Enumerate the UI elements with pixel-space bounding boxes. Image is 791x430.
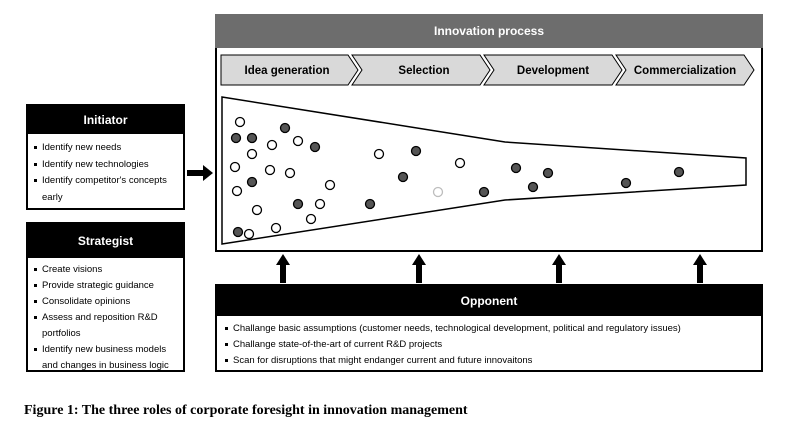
- idea-dot: [246, 148, 258, 160]
- initiator-list: Identify new needs Identify new technolo…: [28, 134, 183, 206]
- idea-dot: [527, 181, 539, 193]
- idea-dot: [305, 213, 317, 225]
- list-item: Identify new business models and changes…: [32, 342, 179, 374]
- opponent-title: Opponent: [217, 286, 761, 316]
- idea-dot: [229, 161, 241, 173]
- stage-label-commercialization: Commercialization: [634, 65, 736, 77]
- idea-dot: [478, 186, 490, 198]
- strategist-title: Strategist: [28, 224, 183, 258]
- list-item: Identify new technologies: [32, 157, 179, 174]
- stage-selection: [351, 54, 491, 86]
- idea-dot: [264, 164, 276, 176]
- idea-dot: [542, 167, 554, 179]
- list-item: Challange basic assumptions (customer ne…: [223, 321, 755, 337]
- opponent-list: Challange basic assumptions (customer ne…: [217, 316, 761, 369]
- stage-label-idea-generation: Idea generation: [245, 65, 330, 77]
- idea-dot: [397, 171, 409, 183]
- stage-label-selection: Selection: [398, 65, 449, 77]
- idea-dot: [279, 122, 291, 134]
- innovation-funnel: [221, 96, 747, 245]
- idea-dot: [266, 139, 278, 151]
- initiator-box: Initiator Identify new needs Identify ne…: [26, 104, 185, 210]
- idea-dot: [309, 141, 321, 153]
- idea-dot: [231, 185, 243, 197]
- idea-dot: [510, 162, 522, 174]
- idea-dot: [673, 166, 685, 178]
- idea-dot: [251, 204, 263, 216]
- idea-dot: [432, 186, 444, 198]
- idea-dot: [246, 132, 258, 144]
- idea-dot: [234, 116, 246, 128]
- opponent-arrows: [276, 254, 707, 283]
- opponent-arrow: [693, 254, 707, 283]
- list-item: Consolidate opinions: [32, 294, 179, 310]
- list-item: Provide strategic guidance: [32, 278, 179, 294]
- idea-dot: [314, 198, 326, 210]
- opponent-arrow: [412, 254, 426, 283]
- opponent-box: Opponent Challange basic assumptions (cu…: [215, 284, 763, 372]
- stage-commercialization: [615, 54, 755, 86]
- initiator-arrow: [187, 165, 213, 181]
- list-item: Create visions: [32, 262, 179, 278]
- idea-dot: [373, 148, 385, 160]
- innovation-process-title: Innovation process: [433, 24, 545, 38]
- idea-dot: [246, 176, 258, 188]
- idea-dot: [292, 198, 304, 210]
- idea-dot: [364, 198, 376, 210]
- idea-dot: [410, 145, 422, 157]
- stage-label-development: Development: [517, 65, 589, 77]
- idea-dot: [230, 132, 242, 144]
- innovation-process-header: Innovation process: [215, 14, 763, 48]
- list-item: Identify new needs: [32, 140, 179, 157]
- stage-development: [483, 54, 623, 86]
- idea-dot: [324, 179, 336, 191]
- stage-idea-generation: [220, 54, 359, 86]
- idea-dot: [454, 157, 466, 169]
- list-item: Assess and reposition R&D portfolios: [32, 310, 179, 342]
- idea-dots: [229, 116, 685, 240]
- idea-dot: [232, 226, 244, 238]
- initiator-title: Initiator: [28, 106, 183, 134]
- strategist-box: Strategist Create visions Provide strate…: [26, 222, 185, 372]
- strategist-list: Create visions Provide strategic guidanc…: [28, 258, 183, 374]
- idea-dot: [284, 167, 296, 179]
- idea-dot: [270, 222, 282, 234]
- list-item: Scan for disruptions that might endanger…: [223, 353, 755, 369]
- idea-dot: [292, 135, 304, 147]
- list-item: Challange state-of-the-art of current R&…: [223, 337, 755, 353]
- opponent-arrow: [276, 254, 290, 283]
- idea-dot: [620, 177, 632, 189]
- opponent-arrow: [552, 254, 566, 283]
- list-item: Identify competitor's concepts early: [32, 173, 179, 206]
- idea-dot: [243, 228, 255, 240]
- stage-chevrons: Idea generation Selection Development Co…: [220, 54, 755, 86]
- figure-caption: Figure 1: The three roles of corporate f…: [24, 403, 468, 418]
